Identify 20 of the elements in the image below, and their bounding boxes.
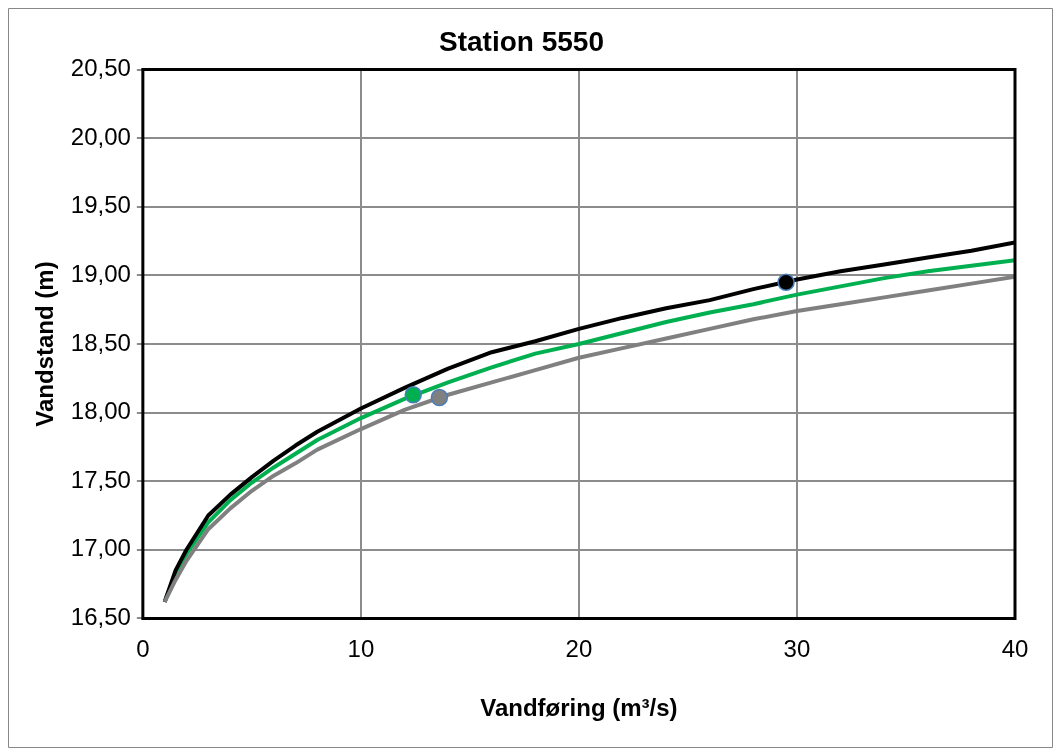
y-tick-label: 20,50 [70,54,131,82]
y-tick-label: 20,00 [70,122,131,150]
x-tick-label: 20 [565,635,593,663]
y-tick-label: 18,00 [70,397,131,425]
y-tick-label: 18,50 [70,328,131,356]
point [404,386,422,404]
x-tick-label: 30 [783,635,811,663]
x-axis-title: Vandføring (m³/s) [480,694,678,722]
y-tick-label: 19,00 [70,260,131,288]
x-tick-label: 0 [136,635,150,663]
y-tick-label: 19,50 [70,191,131,219]
x-tick-label: 40 [1001,635,1029,663]
y-axis-title: Vandstand (m) [31,261,59,427]
y-tick-label: 16,50 [70,603,131,631]
point [777,273,795,292]
y-tick-label: 17,00 [70,534,131,562]
x-tick-label: 10 [347,635,375,663]
point [430,388,449,407]
y-tick-label: 17,50 [70,465,131,493]
chart-title: Station 5550 [439,25,604,57]
